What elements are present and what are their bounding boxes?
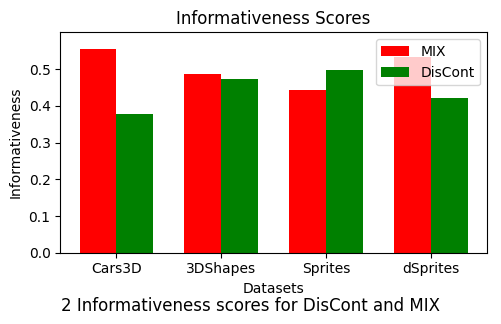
Title: Informativeness Scores: Informativeness Scores bbox=[176, 10, 370, 28]
Bar bbox=[289, 90, 325, 253]
Legend: MIX, DisCont: MIX, DisCont bbox=[375, 39, 479, 86]
Text: 2 Informativeness scores for DisCont and MIX: 2 Informativeness scores for DisCont and… bbox=[62, 297, 439, 315]
Bar bbox=[116, 114, 153, 253]
Y-axis label: Informativeness: Informativeness bbox=[9, 87, 23, 198]
Bar bbox=[325, 70, 362, 253]
Bar bbox=[393, 57, 430, 253]
X-axis label: Datasets: Datasets bbox=[242, 282, 304, 296]
Bar bbox=[221, 79, 258, 253]
Bar bbox=[80, 49, 116, 253]
Bar bbox=[184, 74, 221, 253]
Bar bbox=[430, 98, 466, 253]
